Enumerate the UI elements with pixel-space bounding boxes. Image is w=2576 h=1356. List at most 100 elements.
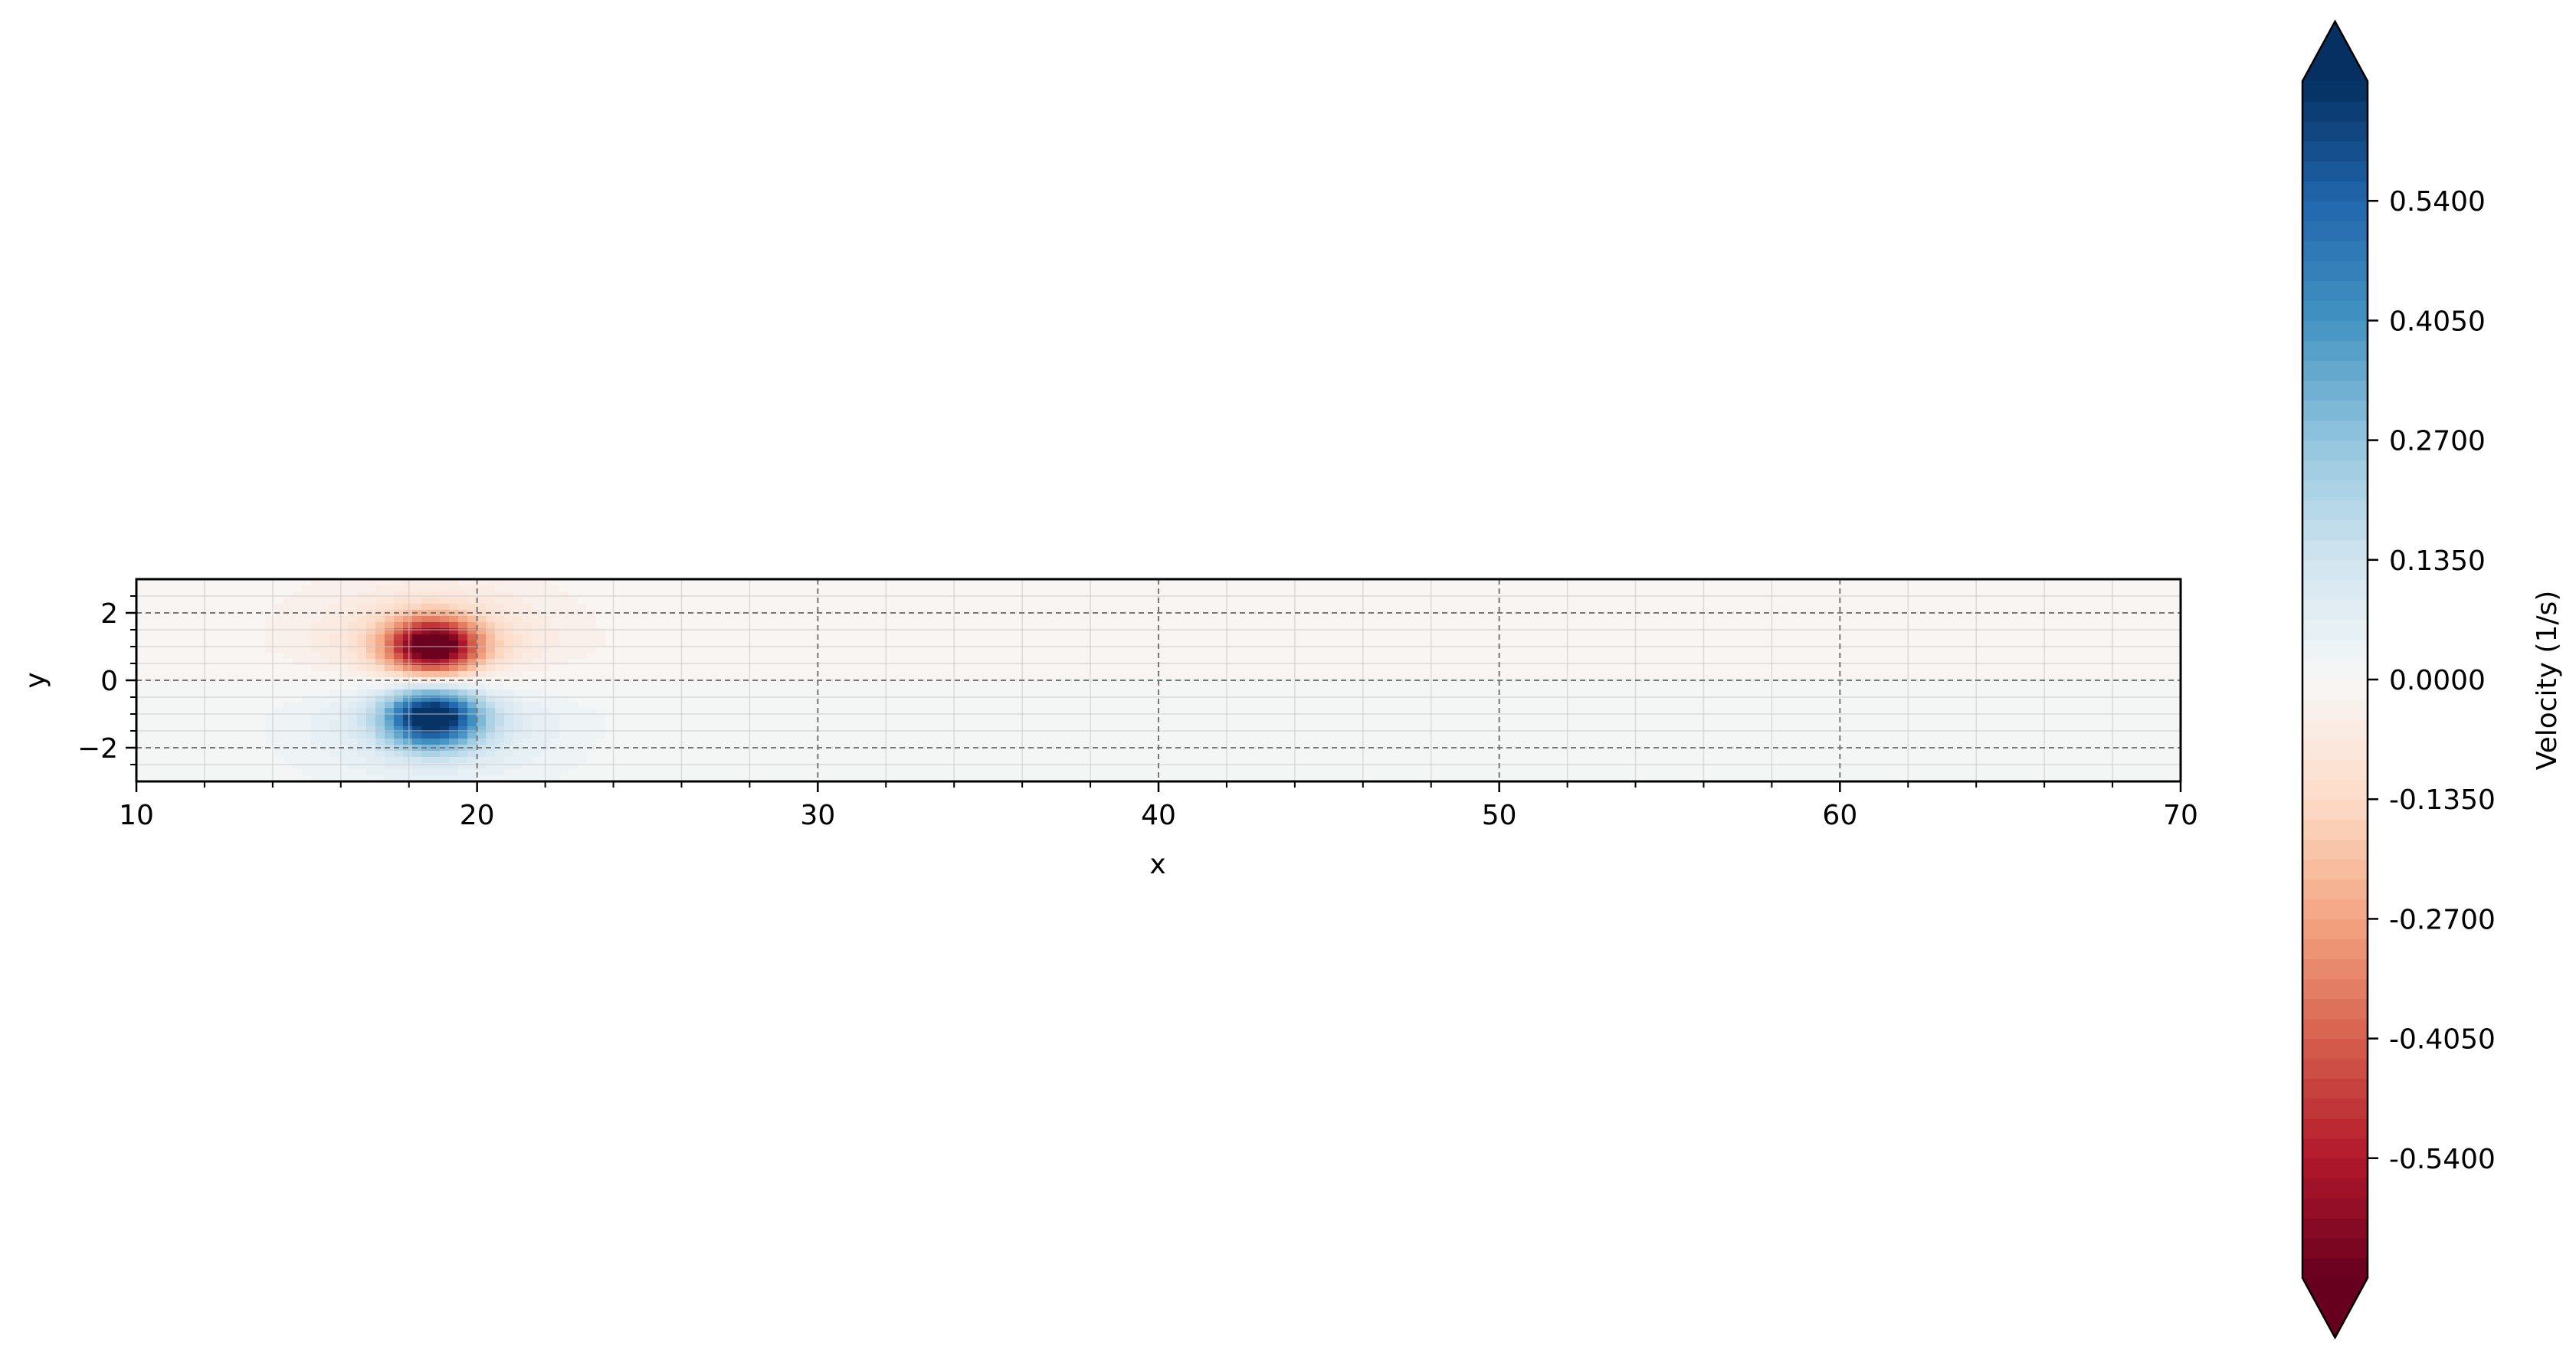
field-cell (863, 708, 873, 715)
field-cell (1709, 708, 1719, 715)
field-cell (1920, 640, 1930, 647)
field-cell (348, 702, 358, 709)
field-cell (1883, 622, 1893, 629)
field-cell (1644, 683, 1654, 690)
field-cell (1571, 585, 1581, 592)
field-cell (1525, 653, 1535, 660)
field-cell (1378, 634, 1388, 641)
field-cell (1277, 665, 1286, 672)
field-cell (2003, 591, 2013, 598)
field-cell (716, 616, 726, 623)
field-cell (1893, 591, 1903, 598)
field-cell (1791, 671, 1801, 678)
field-cell (1341, 598, 1351, 604)
field-cell (1957, 665, 1967, 672)
field-cell (1286, 598, 1296, 604)
field-cell (688, 634, 698, 641)
field-cell (569, 671, 578, 678)
field-cell (1902, 604, 1912, 611)
field-cell (440, 696, 450, 703)
field-cell (752, 591, 762, 598)
field-cell (1175, 683, 1185, 690)
field-cell (734, 628, 744, 635)
field-cell (1460, 585, 1470, 592)
field-cell (1093, 653, 1103, 660)
field-cell (192, 714, 202, 721)
field-cell (762, 714, 772, 721)
field-cell (559, 579, 569, 586)
field-cell (1175, 591, 1185, 598)
field-cell (1810, 665, 1820, 672)
field-cell (559, 585, 569, 592)
field-cell (936, 647, 946, 653)
field-cell (1819, 689, 1829, 696)
field-cell (1663, 665, 1673, 672)
field-cell (1322, 579, 1332, 586)
field-cell (1552, 647, 1562, 653)
field-cell (1939, 604, 1948, 611)
field-cell (1175, 659, 1185, 666)
field-cell (1267, 683, 1277, 690)
field-cell (1975, 696, 1985, 703)
field-cell (670, 689, 680, 696)
field-cell (2168, 671, 2178, 678)
field-cell (1883, 683, 1893, 690)
field-cell (1819, 598, 1829, 604)
field-cell (2159, 585, 2169, 592)
field-cell (1387, 683, 1397, 690)
field-cell (1819, 671, 1829, 678)
field-cell (982, 634, 992, 641)
field-cell (808, 708, 818, 715)
field-cell (596, 604, 606, 611)
field-cell (1479, 708, 1489, 715)
field-cell (918, 628, 928, 635)
field-cell (808, 634, 818, 641)
field-cell (421, 683, 431, 690)
field-cell (642, 708, 652, 715)
field-cell (1332, 628, 1342, 635)
field-cell (1129, 659, 1139, 666)
field-cell (863, 628, 873, 635)
field-cell (1267, 653, 1277, 660)
field-cell (385, 696, 395, 703)
field-cell (1460, 628, 1470, 635)
field-cell (900, 622, 909, 629)
field-cell (228, 579, 238, 586)
field-cell (440, 702, 450, 709)
field-cell (1745, 628, 1755, 635)
field-cell (1139, 689, 1149, 696)
field-cell (900, 653, 909, 660)
field-cell (1562, 689, 1571, 696)
field-cell (725, 616, 735, 623)
field-cell (1902, 653, 1912, 660)
field-cell (201, 591, 211, 598)
field-cell (780, 640, 790, 647)
field-cell (1258, 708, 1268, 715)
field-cell (587, 653, 597, 660)
field-cell (375, 634, 385, 641)
field-cell (274, 683, 284, 690)
field-cell (1433, 634, 1443, 641)
field-cell (716, 665, 726, 672)
field-cell (458, 585, 468, 592)
field-cell (2113, 702, 2123, 709)
field-cell (504, 683, 514, 690)
field-cell (1488, 604, 1498, 611)
field-cell (991, 659, 1001, 666)
field-cell (1736, 634, 1746, 641)
field-cell (265, 689, 275, 696)
field-cell (421, 708, 431, 715)
field-cell (1543, 628, 1553, 635)
field-cell (201, 647, 211, 653)
field-cell (1295, 659, 1305, 666)
field-cell (467, 622, 477, 629)
field-cell (1736, 647, 1746, 653)
field-cell (1065, 628, 1075, 635)
field-cell (596, 622, 606, 629)
field-cell (1690, 628, 1700, 635)
field-cell (1359, 640, 1369, 647)
field-cell (311, 683, 321, 690)
field-cell (1396, 640, 1406, 647)
field-cell (1074, 640, 1084, 647)
